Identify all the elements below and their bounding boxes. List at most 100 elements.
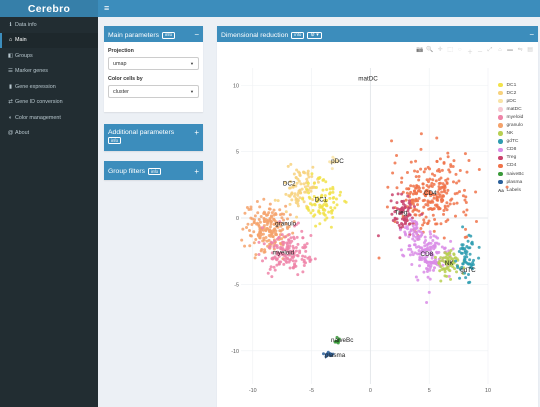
box-select-icon[interactable]: ⬚ bbox=[447, 47, 453, 53]
zoom-in-icon[interactable]: ＋ bbox=[467, 50, 473, 56]
sidebar-item-data-info[interactable]: ℹ Data info bbox=[0, 17, 98, 33]
cell-point-cd8 bbox=[409, 228, 413, 232]
cell-point-granulo bbox=[245, 225, 249, 229]
cell-point-myeloid bbox=[268, 267, 272, 271]
legend-item-labels[interactable]: Aa Labels bbox=[498, 186, 524, 194]
cell-point-cd8 bbox=[428, 277, 432, 281]
cell-point-nk bbox=[449, 277, 453, 281]
cell-point-cd4 bbox=[395, 153, 399, 157]
legend-item-naivebc[interactable]: naiveBc bbox=[498, 170, 524, 178]
cell-point-cd8 bbox=[412, 243, 416, 247]
umap-scatter-plot[interactable]: matDC pDC DC2 DC1 CD4 Treg granulo myeloid CD8 NK… bbox=[217, 42, 538, 407]
cell-point-gdtc bbox=[465, 250, 469, 254]
cell-point-cd4 bbox=[446, 155, 450, 159]
legend-item-pdc[interactable]: pDC bbox=[498, 97, 524, 105]
legend-item-dc2[interactable]: DC2 bbox=[498, 89, 524, 97]
cell-point-cd4 bbox=[457, 179, 461, 183]
app-logo[interactable]: Cerebro bbox=[0, 0, 98, 17]
cell-point-naivebc bbox=[337, 337, 341, 341]
group-filters-info-button[interactable]: info bbox=[148, 168, 162, 175]
autoscale-icon[interactable]: ⤢ bbox=[487, 47, 493, 53]
cell-point-dc2 bbox=[289, 162, 293, 166]
cell-point-myeloid bbox=[260, 226, 264, 230]
lasso-icon[interactable]: ◌ bbox=[458, 47, 462, 53]
legend-item-nk[interactable]: NK bbox=[498, 130, 524, 138]
legend-item-matdc[interactable]: matDC bbox=[498, 105, 524, 113]
expand-icon[interactable]: + bbox=[194, 166, 199, 176]
cell-point-treg bbox=[391, 206, 395, 210]
zoom-icon[interactable]: 🔍 bbox=[426, 47, 434, 53]
cell-point-myeloid bbox=[309, 258, 313, 262]
cell-point-myeloid bbox=[287, 233, 291, 237]
cell-point-treg bbox=[403, 204, 407, 208]
legend-item-dc1[interactable]: DC1 bbox=[498, 81, 524, 89]
cell-point-granulo bbox=[268, 202, 272, 206]
projection-select[interactable]: umap ▼ bbox=[108, 57, 199, 70]
pan-icon[interactable]: ✛ bbox=[437, 47, 443, 53]
cell-point-dc2 bbox=[290, 198, 294, 202]
plot-settings-gear-button[interactable]: ⚙ ▾ bbox=[307, 31, 322, 39]
cell-point-treg bbox=[406, 209, 410, 213]
sidebar-item-marker-genes[interactable]: ☰ Marker genes bbox=[0, 64, 98, 80]
sidebar-item-main[interactable]: ⌂ Main bbox=[0, 32, 98, 48]
additional-parameters-info-button[interactable]: info bbox=[108, 137, 122, 144]
sidebar-item-gene-expression[interactable]: ▮ Gene expression bbox=[0, 79, 98, 95]
collapse-icon[interactable]: − bbox=[194, 30, 199, 39]
cell-point-dc2 bbox=[295, 197, 299, 201]
cell-point-nk bbox=[438, 259, 442, 263]
collapse-icon[interactable]: − bbox=[529, 30, 534, 39]
legend-item-myeloid[interactable]: myeloid bbox=[498, 113, 524, 121]
reset-axes-icon[interactable]: ⌂ bbox=[498, 47, 502, 53]
cell-point-cd8 bbox=[411, 237, 415, 241]
sidebar-item-about[interactable]: @ About bbox=[0, 126, 98, 142]
dimensional-reduction-info-button[interactable]: info bbox=[291, 31, 305, 39]
legend-item-granulo[interactable]: granulo bbox=[498, 121, 524, 129]
cell-point-cd8 bbox=[427, 252, 431, 256]
cell-point-cd4 bbox=[421, 186, 425, 190]
cell-point-cd4 bbox=[451, 165, 455, 169]
spike-lines-icon[interactable]: ▬ bbox=[507, 47, 513, 53]
hover-closest-icon[interactable]: ⇋ bbox=[517, 47, 523, 53]
cell-point-cd4 bbox=[465, 235, 469, 239]
zoom-out-icon[interactable]: － bbox=[477, 50, 483, 56]
additional-parameters-box[interactable]: Additional parameters info + bbox=[104, 124, 203, 151]
sidebar-item-groups[interactable]: ◧ Groups bbox=[0, 48, 98, 64]
cell-point-treg bbox=[390, 212, 394, 216]
cell-point-gdtc bbox=[468, 252, 472, 256]
sidebar-item-gene-id-conversion[interactable]: ⇄ Gene ID conversion bbox=[0, 95, 98, 111]
legend-item-cd4[interactable]: CD4 bbox=[498, 162, 524, 170]
cell-point-cd4 bbox=[441, 198, 445, 202]
legend-marker bbox=[498, 90, 503, 96]
legend-item-gdtc[interactable]: gdTC bbox=[498, 138, 524, 146]
camera-icon[interactable]: 📷 bbox=[416, 47, 424, 53]
cell-point-nk bbox=[453, 267, 457, 271]
cell-point-myeloid bbox=[298, 249, 302, 253]
color-cells-select[interactable]: cluster ▼ bbox=[108, 85, 199, 98]
x-tick-label: 5 bbox=[428, 388, 431, 394]
hamburger-icon[interactable]: ≡ bbox=[104, 3, 110, 13]
labels-toggle-icon: Aa bbox=[498, 187, 504, 193]
cell-point-granulo bbox=[276, 225, 280, 229]
cell-point-myeloid bbox=[280, 233, 284, 237]
cell-point-cd4 bbox=[443, 206, 447, 210]
cell-point-dc2 bbox=[304, 190, 308, 194]
cell-point-dc1 bbox=[301, 197, 305, 201]
cell-point-granulo bbox=[267, 228, 271, 232]
dimensional-reduction-title: Dimensional reduction bbox=[221, 31, 289, 39]
cell-point-cd4 bbox=[391, 171, 395, 175]
legend-item-plasma[interactable]: plasma bbox=[498, 178, 524, 186]
cell-point-myeloid bbox=[296, 221, 300, 225]
cell-point-cd4 bbox=[451, 180, 455, 184]
sidebar-item-color-management[interactable]: ◐ Color management bbox=[0, 110, 98, 126]
hover-compare-icon[interactable]: ▤ bbox=[527, 47, 533, 53]
cell-point-cd4 bbox=[441, 182, 445, 186]
cell-point-cd4 bbox=[457, 190, 461, 194]
main-parameters-info-button[interactable]: info bbox=[162, 31, 176, 39]
legend-item-treg[interactable]: Treg bbox=[498, 154, 524, 162]
expand-icon[interactable]: + bbox=[194, 128, 199, 137]
group-filters-box[interactable]: Group filters info + bbox=[104, 161, 203, 180]
cell-point-cd4 bbox=[446, 218, 450, 222]
legend-label: Treg bbox=[506, 155, 517, 161]
cell-point-nk bbox=[443, 268, 447, 272]
legend-item-cd8[interactable]: CD8 bbox=[498, 146, 524, 154]
